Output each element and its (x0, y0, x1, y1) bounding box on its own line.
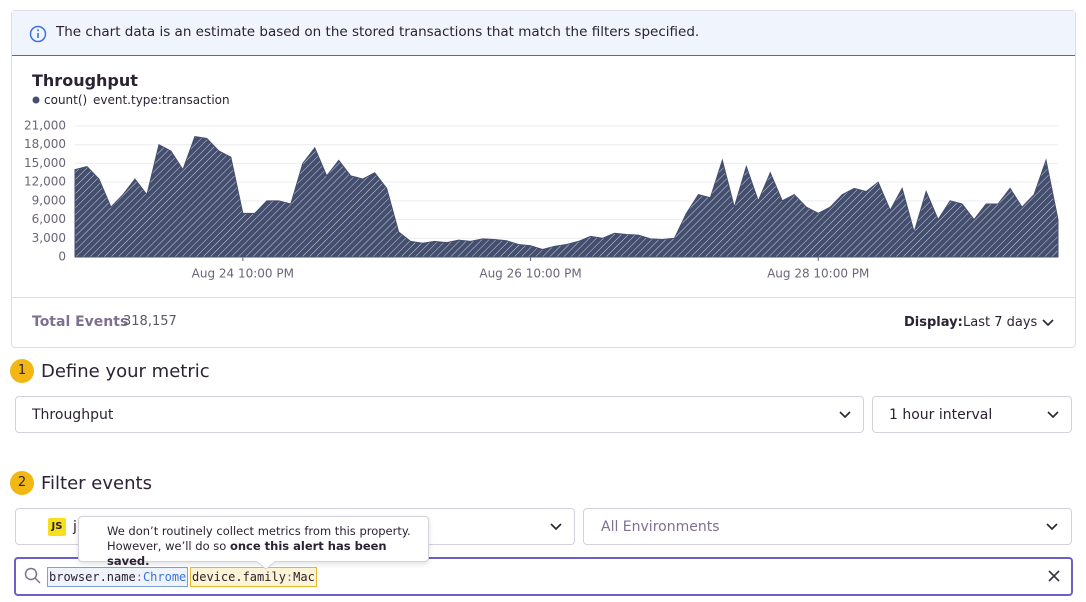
select-value: All Environments (601, 519, 720, 535)
total-label: Total Events (32, 314, 129, 330)
step-number: 1 (10, 359, 34, 383)
search-token[interactable]: browser.name:Chrome (47, 567, 189, 587)
token-value: Chrome (142, 570, 187, 584)
y-tick-label: 0 (58, 250, 66, 264)
project-badge: JS (48, 518, 66, 536)
search-icon (24, 567, 41, 584)
environment-select[interactable]: All Environments (583, 508, 1072, 545)
info-icon (29, 25, 47, 43)
legend-label: count() (44, 93, 88, 107)
chart: 0 3,000 6,000 9,000 12,000 15,000 18,000 21,000… (24, 96, 1059, 281)
y-tick-label: 18,000 (24, 137, 66, 151)
token-op: : (135, 570, 143, 584)
x-tick-label: Aug 24 10:00 PM (192, 267, 294, 281)
legend-query: event.type:transaction (93, 93, 230, 107)
chevron (1047, 411, 1059, 419)
y-tick-label: 9,000 (32, 193, 66, 207)
tooltip-line: We don’t routinely collect metrics from … (107, 524, 411, 538)
x-tick-label: Aug 26 10:00 PM (479, 267, 581, 281)
clear-button[interactable] (1047, 569, 1061, 583)
chevron (550, 523, 562, 531)
project-name: j (73, 519, 77, 535)
chevron (839, 411, 851, 419)
display-value[interactable]: Last 7 days (963, 315, 1038, 330)
tooltip-bold: once this alert has been saved. (107, 539, 387, 568)
area (74, 136, 1059, 258)
step-title: Filter events (41, 473, 152, 494)
x-tick-label: Aug 28 10:00 PM (767, 267, 869, 281)
chevron (1046, 523, 1058, 531)
divider (12, 297, 1075, 298)
select-value: 1 hour interval (889, 407, 993, 423)
display-label: Display: (904, 315, 963, 330)
step-number: 2 (10, 471, 34, 495)
chart-title: Throughput (32, 71, 138, 90)
y-tick-label: 6,000 (32, 212, 66, 226)
legend-marker (32, 96, 40, 104)
tooltip-text: However, we’ll do so (107, 539, 230, 553)
token-key: browser.name (49, 570, 136, 584)
y-tick-label: 21,000 (24, 119, 66, 133)
y-tick-label: 15,000 (24, 156, 66, 170)
y-tick-label: 3,000 (32, 231, 66, 245)
chart-card (11, 10, 1076, 348)
step-title: Define your metric (41, 361, 210, 382)
tooltip: We don’t routinely collect metrics from … (78, 516, 429, 568)
tooltip-arrow (256, 560, 276, 570)
aggregate-select[interactable]: Throughput (15, 396, 864, 433)
search-bar[interactable]: browser.name:Chrome device.family:Mac (14, 557, 1073, 596)
tooltip-line: However, we’ll do so once this alert has… (107, 539, 428, 569)
search-token[interactable]: device.family:Mac (190, 567, 317, 587)
chevron (1042, 319, 1054, 327)
select-value: Throughput (32, 407, 114, 423)
info-banner: The chart data is an estimate based on t… (12, 11, 1075, 56)
banner-text: The chart data is an estimate based on t… (56, 24, 700, 40)
token-key: device.family (192, 570, 286, 584)
y-tick-label: 12,000 (24, 175, 66, 189)
token-value: Mac (293, 570, 315, 584)
token-op: : (285, 570, 294, 584)
total-value: 318,157 (123, 314, 177, 329)
interval-select[interactable]: 1 hour interval (872, 396, 1072, 433)
